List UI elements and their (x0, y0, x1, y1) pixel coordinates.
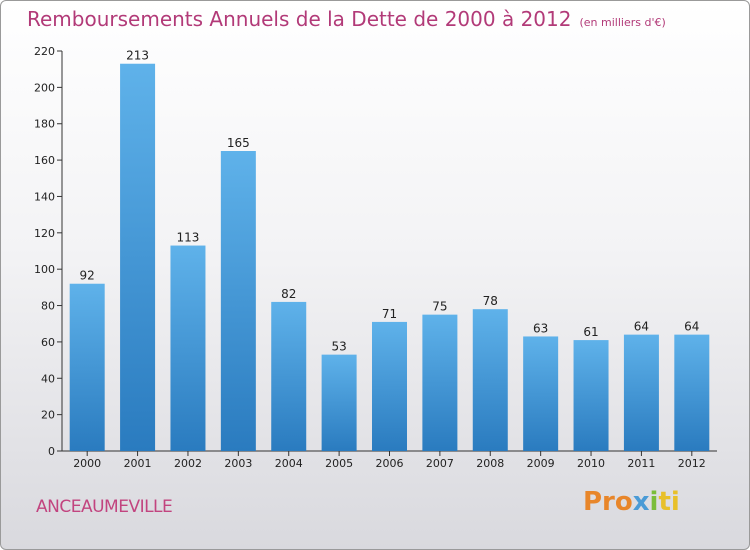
y-tick-label: 0 (48, 445, 55, 458)
y-tick-label: 220 (34, 45, 55, 58)
y-tick-label: 120 (34, 227, 55, 240)
x-tick-label: 2006 (376, 457, 404, 470)
brand-logo: Proxiti (583, 487, 680, 517)
bar (674, 334, 710, 451)
bar-value-label: 165 (227, 136, 250, 150)
bar-value-label: 78 (483, 294, 498, 308)
bar (170, 245, 206, 451)
bar-value-label: 64 (634, 320, 649, 334)
bar (422, 314, 458, 451)
labels: 2000 92 2001 213 2002 113 2003 165 2004 82 2005 53 2… (73, 49, 706, 470)
x-tick-label: 2007 (426, 457, 454, 470)
bar (472, 309, 508, 451)
commune-name: ANCEAUMEVILLE (36, 497, 173, 517)
bar (271, 301, 307, 451)
chart-title: Remboursements Annuels de la Dette de 20… (27, 7, 666, 31)
bar-value-label: 64 (684, 320, 699, 334)
x-tick-label: 2011 (627, 457, 655, 470)
bar (220, 151, 256, 451)
y-tick-label: 140 (34, 190, 55, 203)
bar-value-label: 75 (432, 300, 447, 314)
bar (623, 334, 659, 451)
x-tick-label: 2004 (275, 457, 303, 470)
chart-title-text: Remboursements Annuels de la Dette de 20… (27, 7, 572, 31)
bar (523, 336, 559, 451)
bars (69, 63, 710, 452)
bar-value-label: 82 (281, 287, 296, 301)
brand-part: x (632, 487, 650, 517)
x-tick-label: 2008 (476, 457, 504, 470)
x-tick-label: 2005 (325, 457, 353, 470)
y-tick-label: 200 (34, 81, 55, 94)
bar-value-label: 63 (533, 321, 548, 335)
bar (321, 354, 357, 451)
y-tick-label: 60 (41, 336, 55, 349)
bar-value-label: 92 (80, 269, 95, 283)
y-tick-label: 20 (41, 409, 55, 422)
x-tick-label: 2000 (73, 457, 101, 470)
y-tick-label: 80 (41, 300, 55, 313)
bar-value-label: 71 (382, 307, 397, 321)
x-tick-label: 2009 (527, 457, 555, 470)
x-tick-label: 2002 (174, 457, 202, 470)
brand-part: Pro (583, 487, 633, 517)
bar-value-label: 113 (177, 231, 200, 245)
x-tick-label: 2010 (577, 457, 605, 470)
y-tick-label: 160 (34, 154, 55, 167)
brand-part: ti (658, 487, 680, 517)
chart-subtitle: (en milliers d'€) (579, 16, 666, 29)
bar (372, 321, 407, 451)
x-tick-label: 2003 (224, 457, 252, 470)
bar-value-label: 61 (583, 325, 598, 339)
y-tick-label: 100 (34, 263, 55, 276)
bar (120, 63, 156, 452)
x-tick-label: 2001 (124, 457, 152, 470)
brand-part: i (649, 487, 659, 517)
bar (573, 340, 609, 451)
bar-value-label: 213 (126, 49, 149, 63)
x-tick-label: 2012 (678, 457, 706, 470)
y-tick-label: 40 (41, 372, 55, 385)
bar-value-label: 53 (331, 340, 346, 354)
bar (69, 283, 105, 451)
y-tick-label: 180 (34, 118, 55, 131)
